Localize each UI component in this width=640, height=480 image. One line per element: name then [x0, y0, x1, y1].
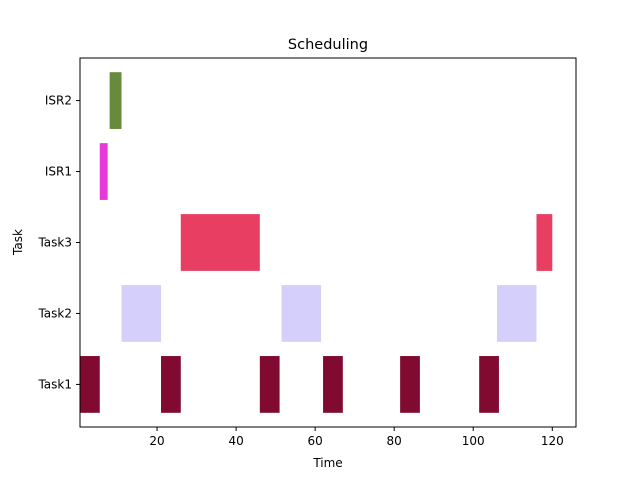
- bar-task2-2: [281, 285, 322, 342]
- x-axis-label: Time: [312, 456, 342, 470]
- bar-task2-1: [121, 285, 162, 342]
- bar-task1-6: [479, 356, 499, 413]
- bar-task1-4: [323, 356, 343, 413]
- chart-title: Scheduling: [288, 37, 368, 53]
- bar-task1-2: [161, 356, 181, 413]
- bar-task1-3: [259, 356, 280, 413]
- y-tick-label-isr2: ISR2: [45, 94, 72, 108]
- bar-isr1-1: [99, 143, 108, 200]
- y-tick-label-isr1: ISR1: [45, 165, 72, 179]
- y-tick-label-task3: Task3: [37, 236, 72, 250]
- bar-task3-1: [180, 214, 260, 271]
- bar-task1-1: [80, 356, 100, 413]
- bar-task3-2: [536, 214, 553, 271]
- x-axis-ticks: 20 40 60 80 100 120: [149, 427, 564, 448]
- bar-task1-5: [400, 356, 420, 413]
- x-tick-label: 60: [308, 434, 323, 448]
- x-tick-label: 20: [149, 434, 164, 448]
- bar-isr2-1: [109, 72, 122, 129]
- bars-layer: [80, 72, 553, 413]
- bar-task2-3: [496, 285, 537, 342]
- y-tick-label-task1: Task1: [37, 377, 72, 391]
- x-tick-label: 120: [541, 434, 564, 448]
- y-axis-ticks: Task1 Task2 Task3 ISR1 ISR2: [37, 94, 80, 391]
- x-tick-label: 40: [228, 434, 243, 448]
- x-tick-label: 100: [462, 434, 485, 448]
- x-tick-label: 80: [387, 434, 402, 448]
- y-axis-label: Task: [11, 229, 25, 256]
- y-tick-label-task2: Task2: [37, 306, 72, 320]
